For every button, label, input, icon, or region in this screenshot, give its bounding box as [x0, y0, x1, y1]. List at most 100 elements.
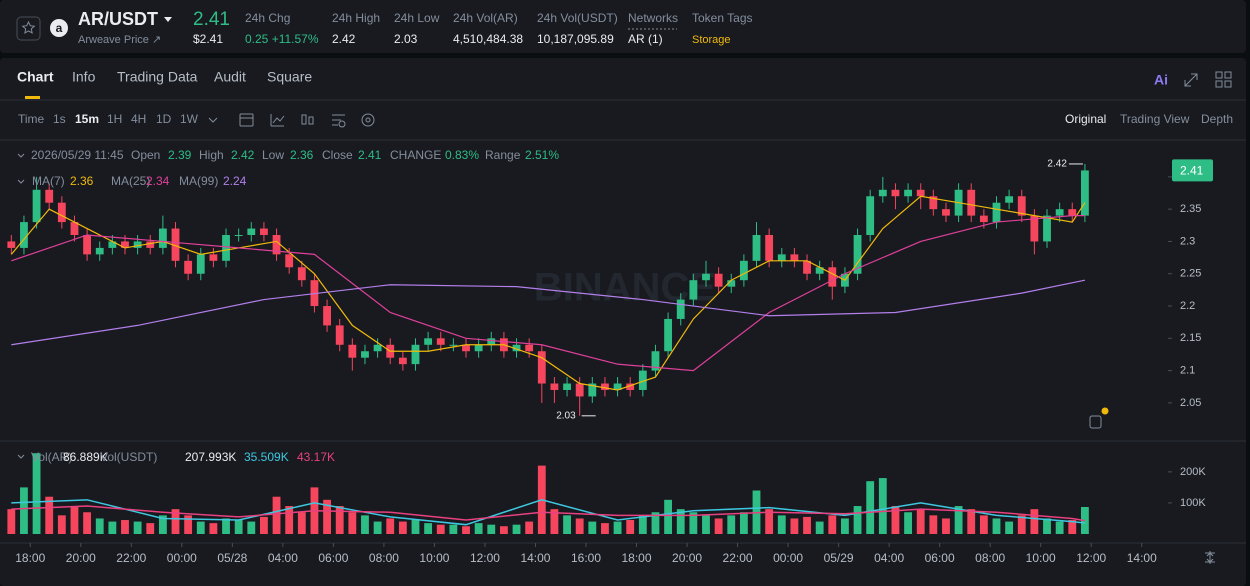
tab[interactable]: Chart [17, 69, 54, 85]
alert-icon[interactable] [1089, 407, 1109, 429]
candle-body [462, 344, 470, 352]
volume-bar [563, 515, 571, 534]
volume-bar [1017, 515, 1026, 534]
volume-bar [209, 523, 218, 534]
tab[interactable]: Info [72, 69, 96, 85]
candle-body [916, 189, 925, 197]
candle-body [563, 383, 571, 390]
info-value: 2.36 [290, 148, 314, 162]
volume-bar [841, 518, 849, 534]
tool-icons[interactable] [239, 113, 375, 128]
x-tick-label: 20:00 [66, 551, 96, 565]
view-option[interactable]: Depth [1201, 112, 1233, 126]
volume-bar [436, 524, 445, 534]
candle-body [550, 383, 559, 390]
symbol-caret[interactable] [164, 17, 172, 22]
candle-body [853, 234, 862, 274]
coin-name[interactable]: Arweave Price ↗ [78, 34, 161, 46]
volume-bar [702, 515, 710, 534]
collapse[interactable] [17, 179, 25, 184]
scale-toggle[interactable] [1205, 551, 1215, 564]
volume-bar [891, 506, 900, 534]
candle-body [1080, 170, 1089, 216]
candle-body [803, 260, 811, 274]
symbol[interactable]: AR/USDT [78, 9, 158, 29]
volume-bar [474, 523, 483, 534]
stat-value[interactable]: Storage [692, 34, 731, 46]
collapse[interactable] [17, 454, 25, 459]
candle-body [828, 267, 837, 287]
ma-line [11, 279, 1086, 346]
volume-bar [790, 518, 799, 534]
volume-bar [32, 453, 41, 534]
vol-label: Vol(USDT) [100, 450, 157, 464]
ai-button[interactable]: Ai [1154, 72, 1168, 88]
volume-bar [234, 520, 243, 534]
price-usd: $2.41 [193, 32, 223, 46]
volume-bar [689, 512, 698, 534]
candle-body [474, 344, 483, 352]
stat-label: 24h Low [394, 11, 440, 25]
interval[interactable]: 1W [180, 112, 199, 126]
info-value: 2.41 [358, 148, 382, 162]
volume-bar [121, 520, 129, 534]
candle-body [1055, 209, 1064, 216]
watermark: BINANCE [534, 266, 716, 310]
y-tick-label: 2.05 [1180, 397, 1201, 409]
interval[interactable]: Time [18, 112, 45, 126]
stat-value[interactable]: AR (1) [628, 32, 663, 46]
interval[interactable]: 15m [75, 112, 99, 126]
collapse[interactable] [17, 153, 25, 158]
layout-icon[interactable] [1215, 71, 1232, 88]
volume-bar [424, 523, 433, 534]
candle-body [158, 228, 167, 248]
candle-body [335, 325, 344, 345]
logo [50, 19, 68, 37]
expand-icon[interactable] [1184, 73, 1198, 87]
interval-caret[interactable] [208, 117, 218, 123]
view-option[interactable]: Trading View [1120, 112, 1190, 126]
vol-value: 35.509K [244, 450, 289, 464]
candle-body [95, 247, 104, 255]
candle-body [1043, 215, 1051, 242]
volume-bar [1055, 521, 1064, 534]
tab[interactable]: Square [267, 69, 312, 85]
candle-body [866, 196, 875, 235]
tab[interactable]: Audit [214, 69, 246, 85]
interval[interactable]: 1D [156, 112, 172, 126]
volume-bar [7, 509, 16, 534]
volume-bar [714, 518, 723, 534]
volume-bar [146, 523, 155, 534]
volume-bar [108, 521, 117, 534]
interval[interactable]: 1H [107, 112, 122, 126]
volume-bar [348, 512, 357, 534]
stat-label: 24h Vol(AR) [453, 11, 518, 25]
candle-body [878, 189, 887, 197]
interval[interactable]: 4H [131, 112, 146, 126]
candle-body [1017, 196, 1026, 216]
candle-body [234, 234, 243, 236]
interval[interactable]: 1s [53, 112, 66, 126]
candle-body [942, 209, 950, 216]
candle-body [777, 254, 786, 261]
stat-label: Token Tags [692, 11, 753, 25]
info-label: Low [262, 148, 284, 162]
volume-bar [386, 518, 395, 534]
tab[interactable]: Trading Data [117, 69, 198, 85]
x-tick-label: 06:00 [925, 551, 955, 565]
volume-bar [651, 512, 660, 534]
candle-body [108, 241, 117, 248]
view-option[interactable]: Original [1065, 112, 1106, 126]
candle-body [32, 189, 41, 223]
candle-body [411, 344, 420, 365]
favorite[interactable] [16, 16, 41, 41]
x-tick-label: 00:00 [773, 551, 803, 565]
candle-body [487, 338, 496, 345]
candle-body [929, 196, 938, 210]
volume-bar [499, 526, 508, 534]
candle-body [664, 318, 673, 352]
candle-body [638, 370, 647, 390]
stat-label[interactable]: Networks [628, 11, 678, 25]
